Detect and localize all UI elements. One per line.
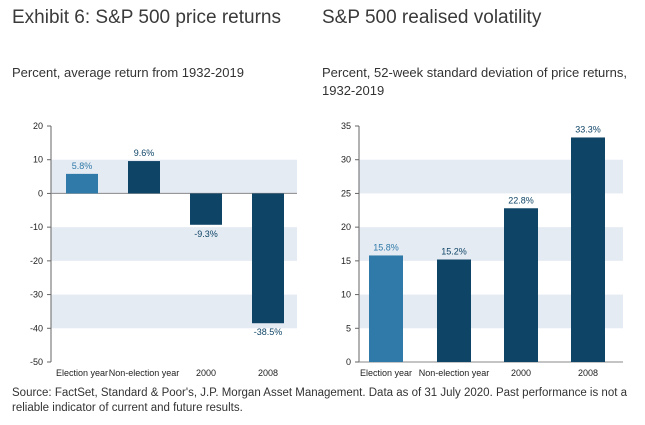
returns-y-tick-label: -40	[30, 323, 43, 333]
volatility-bar	[437, 259, 471, 362]
returns-data-label: 5.8%	[72, 161, 93, 171]
returns-bar	[66, 173, 98, 194]
volatility-data-label: 33.3%	[575, 124, 601, 134]
volatility-category-label: Non-election year	[419, 368, 490, 378]
volatility-y-tick-label: 25	[341, 188, 351, 198]
volatility-bar	[369, 255, 403, 362]
returns-chart-subtitle: Percent, average return from 1932-2019	[12, 65, 244, 80]
source-note: Source: FactSet, Standard & Poor's, J.P.…	[12, 387, 628, 414]
volatility-y-tick-label: 15	[341, 256, 351, 266]
volatility-bar	[504, 208, 538, 362]
volatility-y-tick-label: 20	[341, 222, 351, 232]
returns-y-tick-label: 10	[33, 155, 43, 165]
volatility-bar	[571, 137, 605, 362]
volatility-data-label: 15.8%	[373, 242, 399, 252]
volatility-category-label: 2008	[578, 368, 598, 378]
returns-bar-chart: 20 10 0 -10 -20 -30 -40 -50 5.8% Election year 9.6…	[30, 121, 297, 378]
returns-y-tick-label: 20	[33, 121, 43, 131]
returns-y-tick-label: -30	[30, 290, 43, 300]
returns-category-label: Election year	[56, 368, 108, 378]
volatility-chart-subtitle: Percent, 52-week standard deviation of p…	[322, 65, 627, 98]
volatility-data-label: 22.8%	[508, 195, 534, 205]
volatility-y-tick-label: 0	[346, 357, 351, 367]
returns-bar	[252, 193, 284, 324]
volatility-y-tick-label: 30	[341, 155, 351, 165]
returns-y-tick-label: -10	[30, 222, 43, 232]
returns-y-tick-label: -50	[30, 357, 43, 367]
returns-y-tick-label: -20	[30, 256, 43, 266]
returns-category-label: 2000	[196, 368, 216, 378]
volatility-y-tick-label: 5	[346, 323, 351, 333]
returns-y-tick-label: 0	[38, 188, 43, 198]
returns-bar	[128, 161, 160, 194]
returns-bar	[190, 193, 222, 225]
returns-data-label: -9.3%	[194, 229, 218, 239]
returns-data-label: 9.6%	[134, 148, 155, 158]
volatility-data-label: 15.2%	[441, 247, 467, 257]
returns-chart-title: Exhibit 6: S&P 500 price returns	[12, 7, 281, 28]
volatility-y-tick-label: 35	[341, 121, 351, 131]
volatility-chart-title: S&P 500 realised volatility	[322, 7, 542, 28]
returns-data-label: -38.5%	[254, 327, 283, 337]
volatility-category-label: Election year	[360, 368, 412, 378]
returns-category-label: Non-election year	[109, 368, 180, 378]
volatility-category-label: 2000	[511, 368, 531, 378]
volatility-y-tick-label: 10	[341, 290, 351, 300]
returns-category-label: 2008	[258, 368, 278, 378]
volatility-bar-chart: 35 30 25 20 15 10 5 0 15.8% Election year 15.2% Non…	[341, 121, 623, 378]
